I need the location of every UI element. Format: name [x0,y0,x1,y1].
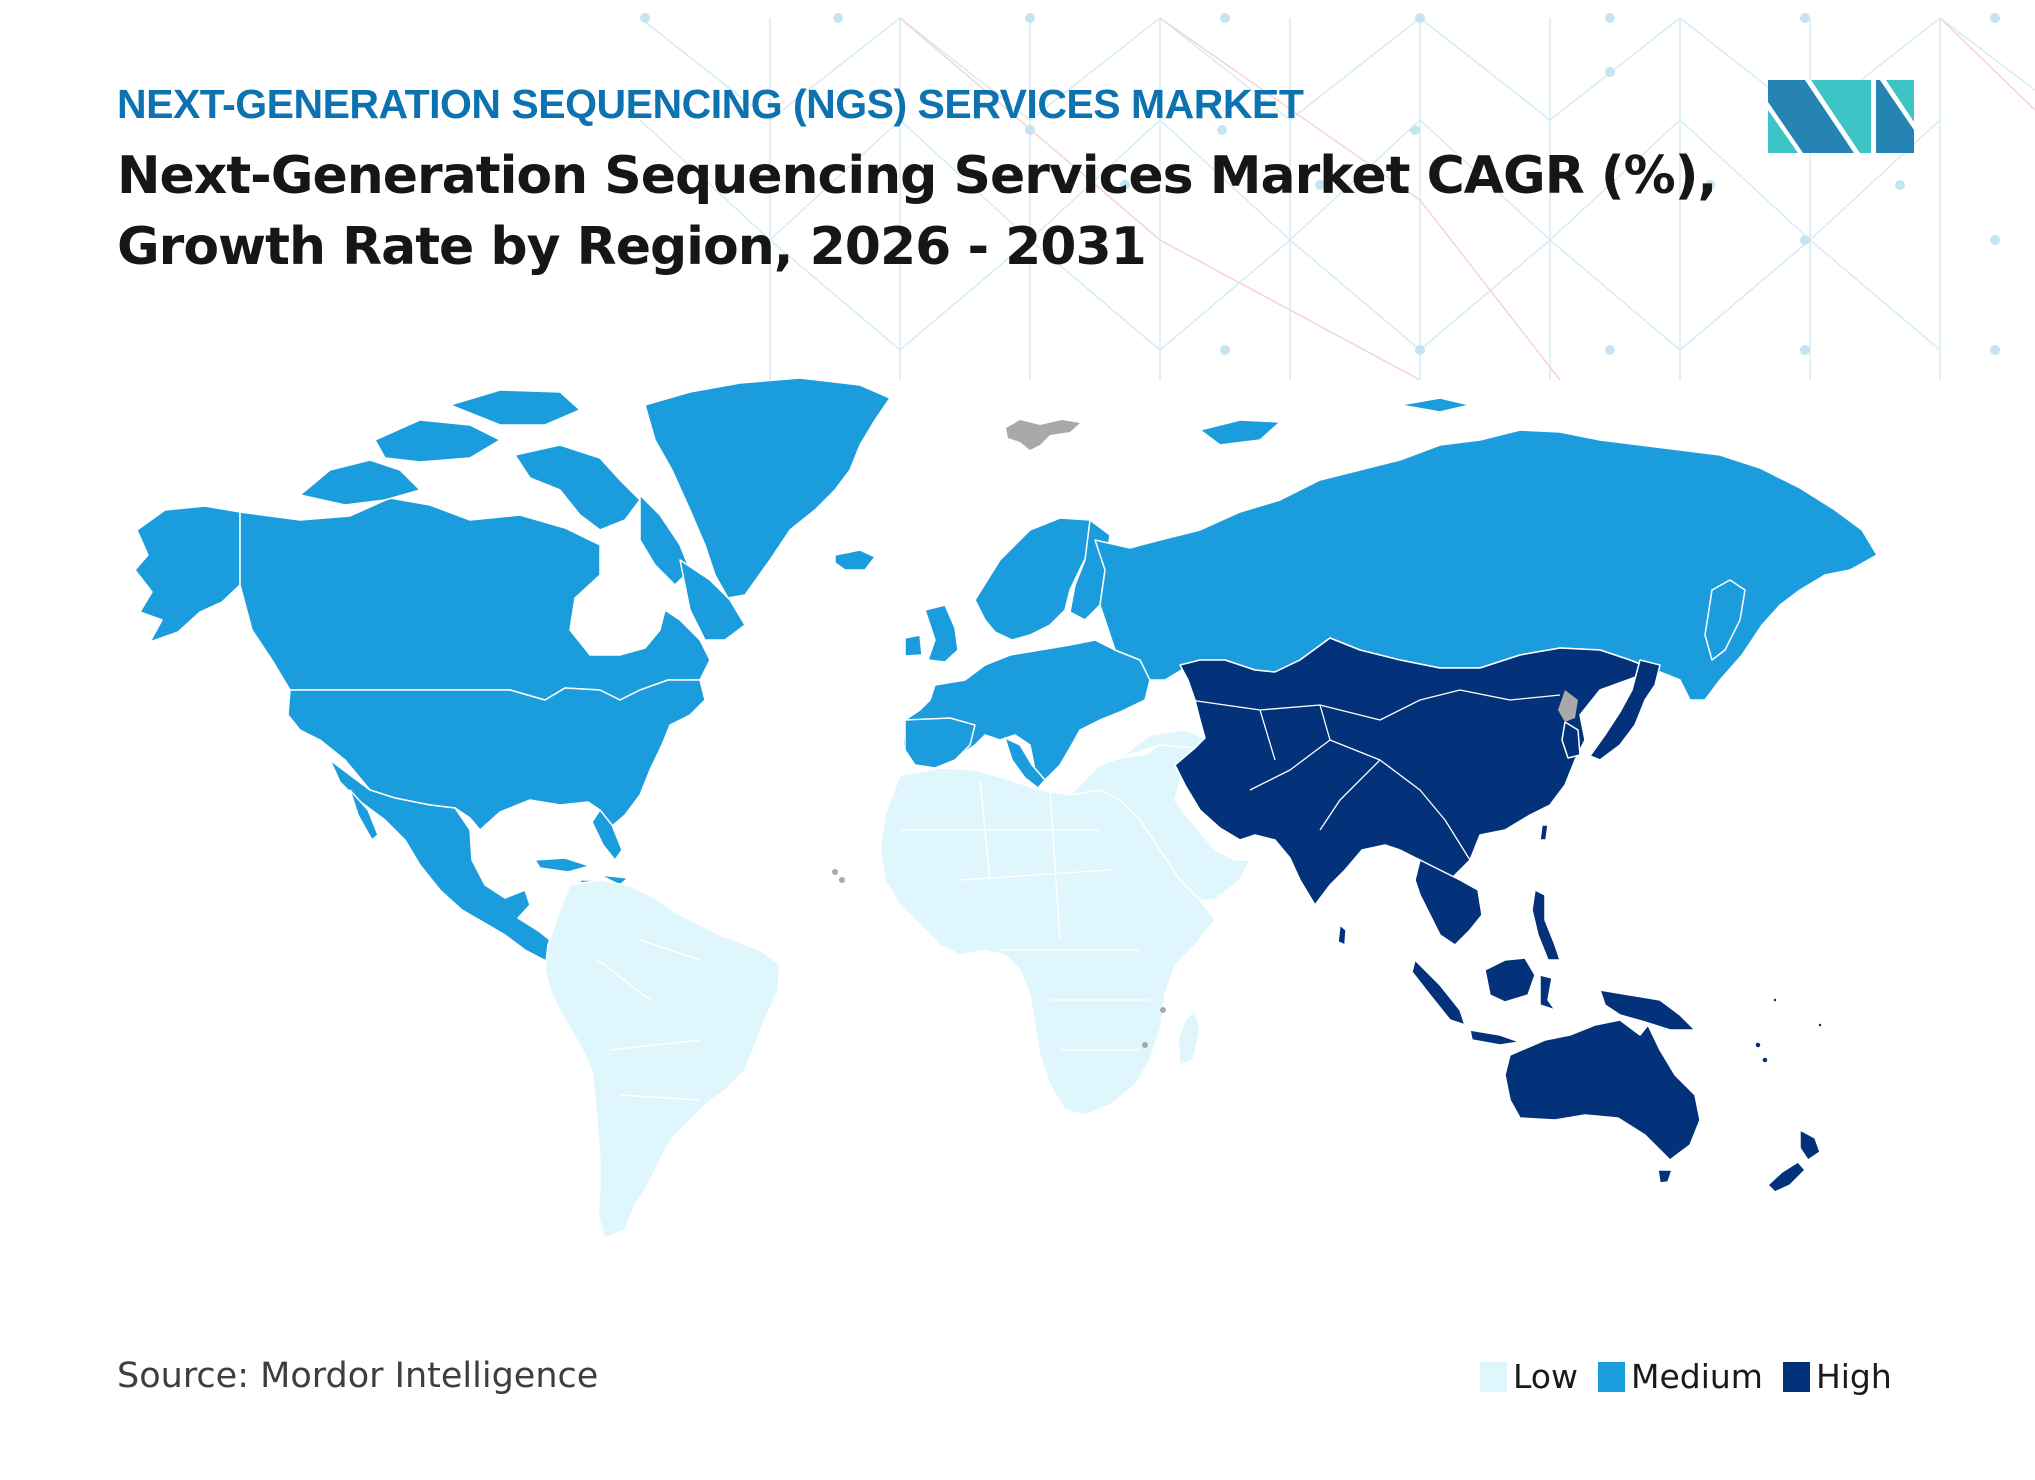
legend-swatch-high [1782,1361,1810,1392]
legend-label-low: Low [1513,1357,1578,1396]
legend-item-medium: Medium [1598,1357,1763,1396]
chart-title: Next-Generation Sequencing Services Mark… [117,146,1717,277]
header: NEXT-GENERATION SEQUENCING (NGS) SERVICE… [117,76,1737,283]
market-kicker: NEXT-GENERATION SEQUENCING (NGS) SERVICE… [117,81,1304,127]
region-middle-east-africa [879,729,1251,1116]
legend-item-low: Low [1480,1357,1578,1396]
world-choropleth-map [134,377,1878,1239]
mordor-intelligence-logo [1768,80,1914,153]
legend-swatch-medium [1598,1361,1625,1392]
background-network-pattern [639,13,2035,380]
legend-item-high: High [1782,1357,1892,1396]
legend-swatch-low [1480,1361,1507,1392]
region-russia [1094,397,1878,701]
region-europe [902,517,1151,796]
legend-label-medium: Medium [1631,1357,1763,1396]
region-no-data [832,420,1578,1048]
legend-label-high: High [1815,1357,1892,1396]
region-asia-pacific [1174,637,1823,1193]
region-north-america [134,377,891,971]
region-south-america [544,879,781,1239]
source-label: Source: Mordor Intelligence [117,1356,599,1396]
legend: Low Medium High [1480,1357,1912,1396]
